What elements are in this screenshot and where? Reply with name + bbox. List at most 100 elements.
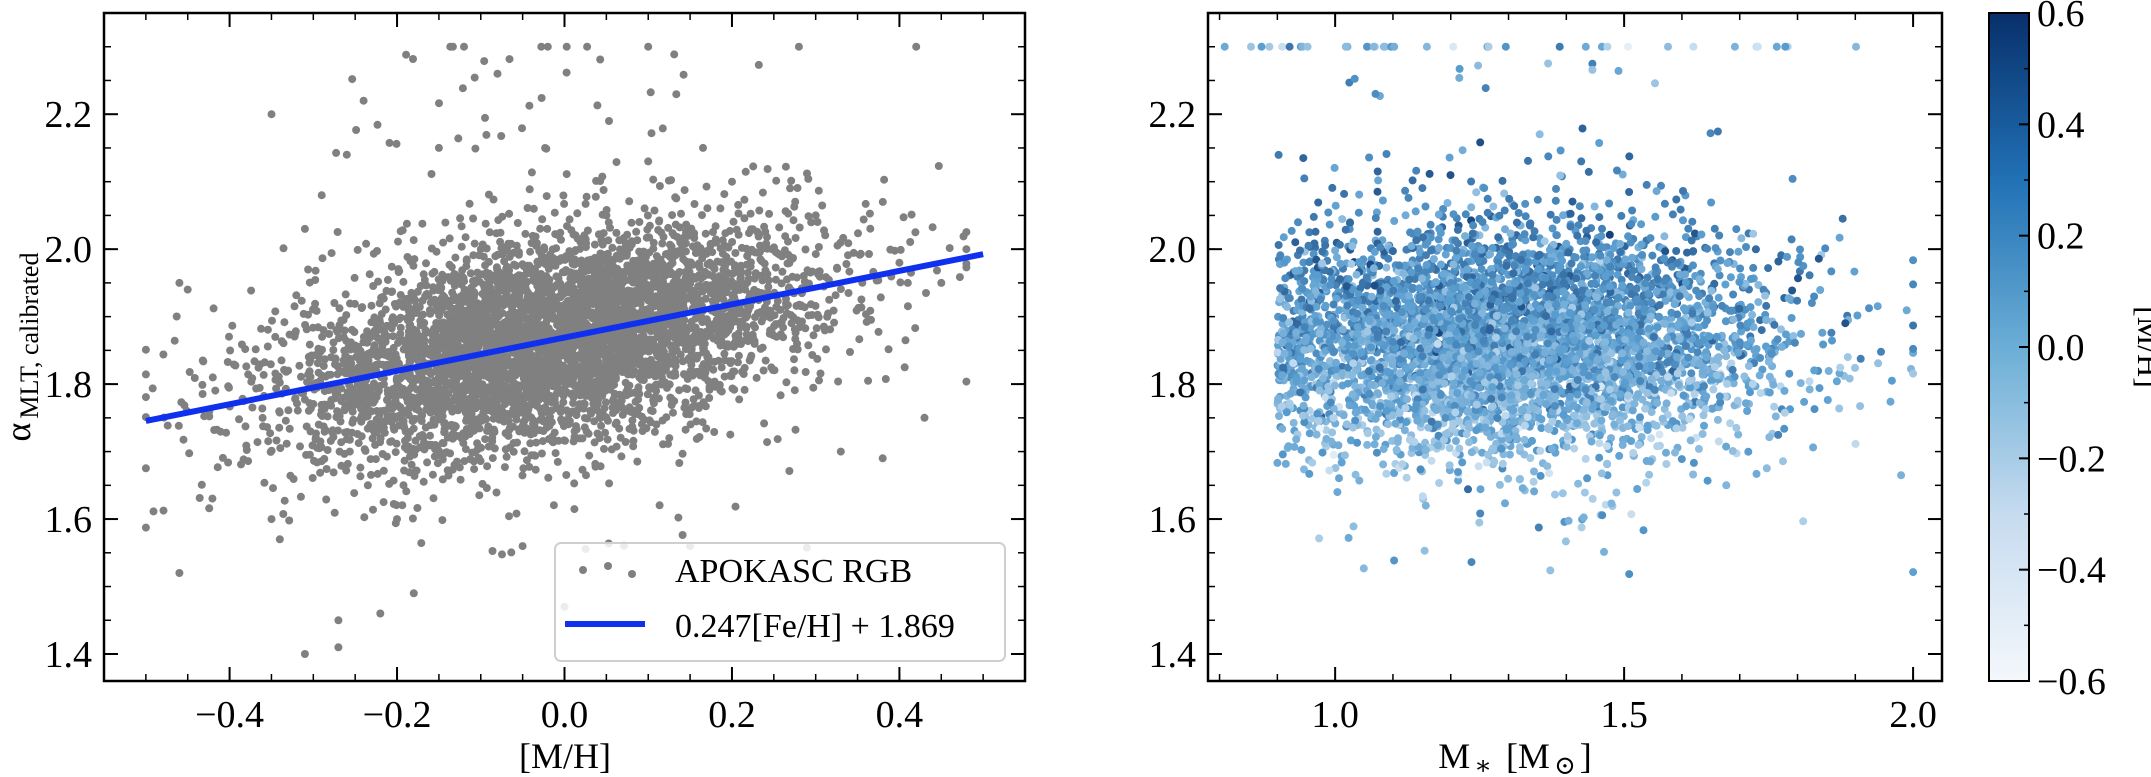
scatter-point bbox=[297, 372, 305, 381]
left-panel: −0.4 −0.2 0.0 0.2 0.41.41.61.82.02.2 APOKASC… bbox=[0, 11, 1027, 776]
scatter-point bbox=[549, 438, 558, 447]
scatter-point bbox=[529, 300, 538, 309]
scatter-point bbox=[159, 350, 168, 359]
scatter-point bbox=[525, 101, 534, 110]
scatter-point bbox=[890, 246, 899, 255]
scatter-point bbox=[263, 325, 272, 334]
scatter-point bbox=[662, 352, 671, 361]
scatter-point bbox=[814, 243, 823, 251]
scatter-point bbox=[435, 311, 444, 320]
scatter-point bbox=[149, 507, 158, 516]
scatter-point bbox=[405, 468, 414, 477]
scatter-point bbox=[782, 299, 790, 308]
scatter-point bbox=[896, 278, 905, 287]
scatter-point bbox=[277, 356, 286, 365]
scatter-point bbox=[659, 440, 667, 449]
scatter-point bbox=[468, 374, 477, 383]
scatter-point bbox=[479, 252, 488, 261]
scatter-point bbox=[357, 360, 366, 369]
scatter-point bbox=[546, 412, 554, 421]
scatter-point bbox=[540, 306, 549, 314]
scatter-point bbox=[304, 406, 313, 415]
scatter-point bbox=[501, 445, 510, 454]
scatter-point bbox=[209, 304, 218, 313]
scatter-point bbox=[647, 359, 656, 368]
scatter-point bbox=[306, 372, 315, 381]
scatter-point bbox=[469, 251, 478, 260]
scatter-point bbox=[282, 439, 291, 448]
scatter-point bbox=[329, 468, 338, 477]
scatter-point bbox=[462, 311, 471, 320]
scatter-point bbox=[792, 301, 801, 310]
scatter-point bbox=[536, 386, 545, 394]
scatter-point bbox=[720, 289, 729, 297]
scatter-point bbox=[758, 188, 767, 197]
scatter-point bbox=[501, 410, 510, 419]
scatter-point bbox=[583, 42, 592, 51]
scatter-point bbox=[277, 337, 286, 346]
scatter-point bbox=[505, 266, 514, 275]
scatter-point bbox=[772, 176, 781, 185]
scatter-point bbox=[790, 386, 799, 395]
scatter-point bbox=[504, 311, 513, 320]
scatter-point bbox=[582, 239, 591, 248]
scatter-point bbox=[228, 321, 237, 330]
scatter-point bbox=[398, 226, 407, 235]
scatter-point bbox=[257, 324, 266, 333]
scatter-point bbox=[414, 342, 423, 351]
scatter-point bbox=[472, 336, 481, 345]
scatter-point bbox=[174, 421, 183, 430]
scatter-point bbox=[590, 267, 599, 276]
scatter-point bbox=[854, 229, 862, 238]
scatter-point bbox=[656, 333, 665, 342]
scatter-point bbox=[772, 332, 781, 341]
scatter-point bbox=[740, 195, 749, 204]
scatter-point bbox=[309, 305, 317, 314]
scatter-point bbox=[513, 438, 522, 447]
scatter-point bbox=[646, 88, 655, 97]
scatter-point bbox=[466, 269, 475, 278]
scatter-point bbox=[552, 281, 561, 290]
scatter-point bbox=[741, 167, 750, 176]
scatter-point bbox=[582, 192, 591, 201]
scatter-point bbox=[322, 495, 331, 504]
scatter-point bbox=[498, 328, 507, 337]
scatter-point bbox=[551, 261, 560, 270]
scatter-point bbox=[562, 42, 571, 51]
scatter-point bbox=[451, 330, 460, 339]
scatter-point bbox=[694, 248, 703, 257]
scatter-point bbox=[880, 175, 889, 184]
scatter-point bbox=[553, 457, 562, 466]
scatter-point bbox=[505, 359, 514, 368]
scatter-point bbox=[633, 457, 642, 466]
scatter-point bbox=[593, 368, 602, 377]
scatter-point bbox=[260, 478, 269, 487]
scatter-point bbox=[493, 374, 502, 383]
scatter-point bbox=[438, 516, 447, 525]
scatter-point bbox=[668, 254, 677, 263]
scatter-point bbox=[477, 360, 486, 369]
scatter-point bbox=[480, 283, 489, 292]
scatter-point bbox=[335, 321, 344, 330]
scatter-point bbox=[603, 303, 612, 312]
scatter-point bbox=[455, 463, 464, 472]
scatter-point bbox=[619, 404, 628, 413]
scatter-point bbox=[345, 435, 354, 444]
scatter-point bbox=[449, 379, 457, 388]
scatter-point bbox=[783, 259, 792, 268]
scatter-point bbox=[306, 356, 315, 365]
scatter-point bbox=[634, 385, 643, 394]
scatter-point bbox=[141, 345, 150, 354]
scatter-point bbox=[790, 366, 799, 375]
scatter-point bbox=[326, 321, 335, 330]
scatter-point bbox=[750, 274, 759, 283]
scatter-point bbox=[671, 220, 680, 229]
scatter-point bbox=[465, 199, 474, 208]
scatter-point bbox=[760, 222, 769, 231]
scatter-point bbox=[765, 209, 774, 218]
scatter-point bbox=[337, 461, 346, 470]
scatter-point bbox=[407, 460, 416, 469]
scatter-point bbox=[392, 302, 400, 311]
scatter-point bbox=[367, 470, 375, 479]
scatter-point bbox=[605, 117, 613, 125]
